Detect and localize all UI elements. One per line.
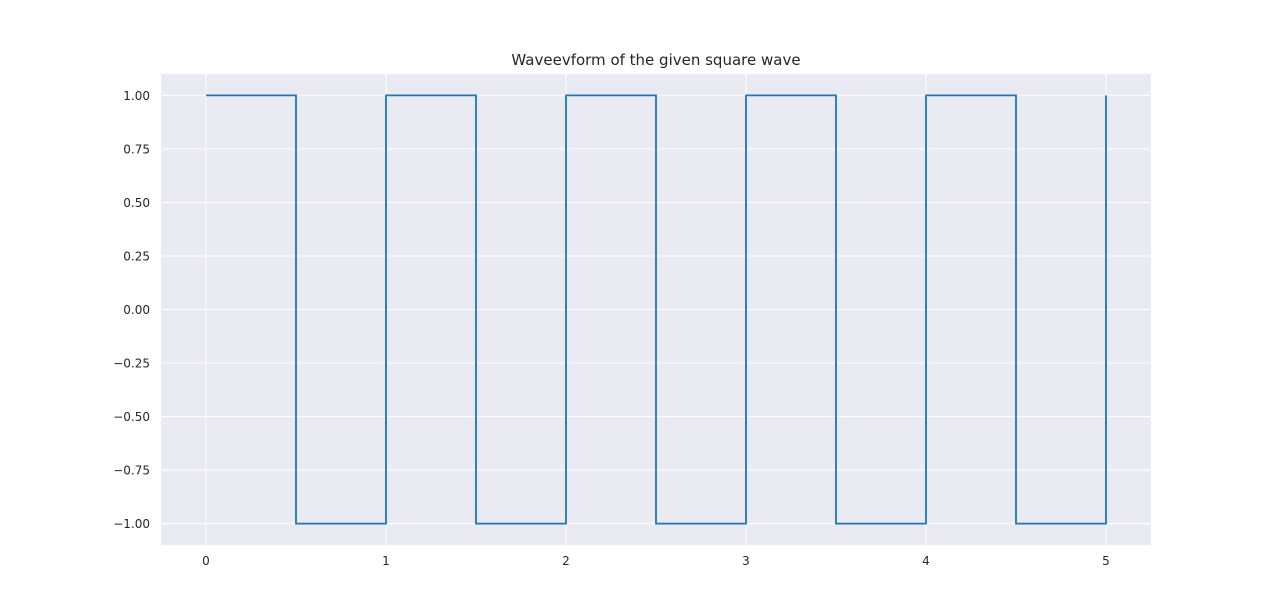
y-tick-label: 1.00 (123, 89, 150, 103)
y-tick-label: 0.50 (123, 196, 150, 210)
y-tick-label: −0.50 (113, 410, 150, 424)
y-tick-label: 0.75 (123, 142, 150, 156)
x-tick-label: 4 (922, 554, 930, 568)
series-line (206, 94, 1107, 525)
y-tick-label: 0.00 (123, 303, 150, 317)
y-tick-label: 0.25 (123, 249, 150, 263)
chart-title: Waveevform of the given square wave (511, 51, 800, 69)
series-layer (206, 94, 1107, 525)
x-axis-ticks: 0 1 2 3 4 5 (202, 554, 1110, 568)
y-tick-label: −0.75 (113, 464, 150, 478)
x-tick-label: 3 (742, 554, 750, 568)
x-tick-label: 0 (202, 554, 210, 568)
x-tick-label: 1 (382, 554, 390, 568)
x-tick-label: 5 (1102, 554, 1110, 568)
x-tick-label: 2 (562, 554, 570, 568)
y-tick-label: −0.25 (113, 357, 150, 371)
y-tick-label: −1.00 (113, 517, 150, 531)
y-axis-ticks: 1.00 0.75 0.50 0.25 0.00 −0.25 −0.50 −0.75 −1.00 (113, 89, 150, 531)
